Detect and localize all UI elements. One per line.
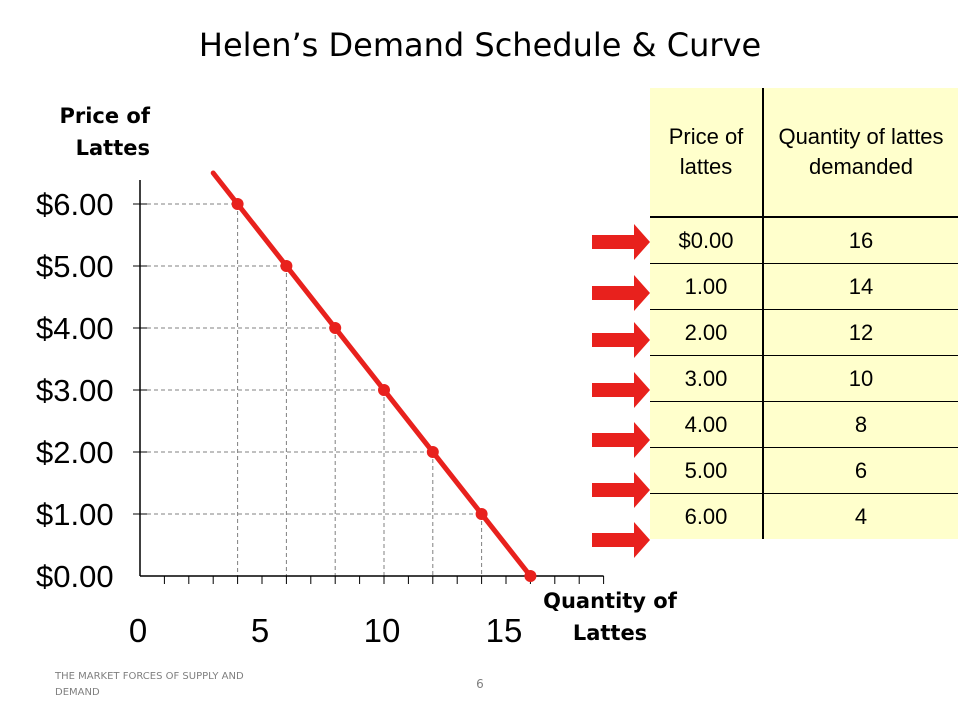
x-tick-label: 0 [129,612,147,649]
demand-schedule-table: Price of lattes Quantity of lattes deman… [650,88,958,539]
table-cell-quantity: 8 [763,401,958,448]
table-cell-price: $0.00 [650,216,764,264]
table-cell-quantity: 14 [763,263,958,310]
data-point [231,198,244,210]
arrow-icon [592,224,650,260]
y-axis-title: Price of Lattes [59,104,150,160]
table-row: 3.00 10 [650,355,958,402]
y-tick-label: $6.00 [36,187,114,222]
data-point [426,446,439,458]
table-header-price: Price of lattes [650,88,764,218]
table-cell-quantity: 16 [763,216,958,264]
table-cell-quantity: 10 [763,355,958,402]
x-axis-title: Quantity of Lattes [543,589,677,645]
data-point [524,570,537,582]
y-tick-label: $2.00 [36,435,114,470]
x-tick-label: 5 [251,612,269,649]
y-tick-label: $5.00 [36,249,114,284]
table-cell-price: 6.00 [650,493,764,539]
arrow-icon [592,472,650,508]
table-row: $0.00 16 [650,216,958,264]
page-number: 6 [476,677,484,691]
table-row: 6.00 4 [650,493,958,539]
data-point [329,322,342,334]
table-row: 5.00 6 [650,447,958,494]
table-row: 4.00 8 [650,401,958,448]
table-cell-price: 5.00 [650,447,764,494]
table-cell-price: 4.00 [650,401,764,448]
arrow-icon [592,322,650,358]
x-tick-label: 10 [364,612,401,649]
table-cell-price: 1.00 [650,263,764,310]
y-tick-label: $3.00 [36,373,114,408]
footer-text: THE MARKET FORCES OF SUPPLY AND DEMAND [55,671,244,698]
data-point [378,384,390,396]
demand-curve-line [210,170,533,579]
table-cell-price: 3.00 [650,355,764,402]
arrow-icon [592,275,650,311]
x-tick-label: 15 [486,612,523,649]
arrow-icon [592,422,650,458]
arrow-icon [592,522,650,558]
y-tick-label: $0.00 [36,559,114,594]
y-tick-label: $1.00 [36,497,114,532]
table-cell-price: 2.00 [650,309,764,356]
arrow-icon [592,372,650,408]
table-header-row: Price of lattes Quantity of lattes deman… [650,88,958,218]
table-header-quantity: Quantity of lattes demanded [763,88,958,218]
table-row: 1.00 14 [650,263,958,310]
chart-title: Helen’s Demand Schedule & Curve [198,26,762,64]
data-point [475,508,488,520]
table-cell-quantity: 4 [763,493,958,539]
data-point [280,260,293,272]
y-tick-label: $4.00 [36,311,114,346]
table-cell-quantity: 6 [763,447,958,494]
table-row: 2.00 12 [650,309,958,356]
table-cell-quantity: 12 [763,309,958,356]
